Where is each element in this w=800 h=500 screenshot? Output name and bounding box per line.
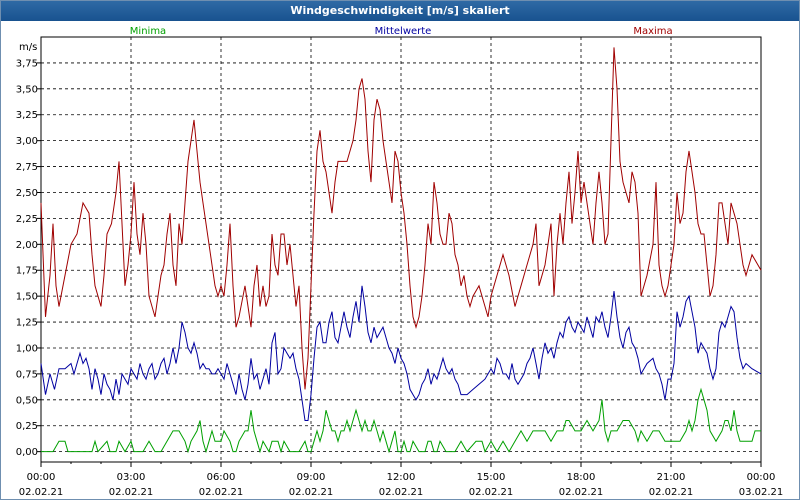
legend-entry-mittelwerte: Mittelwerte	[375, 26, 432, 37]
x-tick-date: 02.02.21	[469, 487, 514, 498]
x-tick-date: 02.02.21	[199, 487, 244, 498]
x-tick-date: 02.02.21	[19, 487, 64, 498]
x-tick-time: 00:00	[747, 472, 776, 483]
chart-title: Windgeschwindigkeit [m/s] skaliert	[1, 1, 799, 21]
y-tick-label: 2,00	[16, 240, 38, 251]
y-tick-label: 3,25	[16, 110, 38, 121]
y-tick-label: 1,75	[16, 266, 38, 277]
x-tick-date: 02.02.21	[649, 487, 694, 498]
x-tick-date: 03.02.21	[739, 487, 784, 498]
y-tick-label: 3,00	[16, 136, 38, 147]
x-tick-time: 03:00	[117, 472, 146, 483]
y-tick-label: 1,50	[16, 292, 38, 303]
x-tick-date: 02.02.21	[379, 487, 424, 498]
y-tick-label: 2,50	[16, 188, 38, 199]
legend-entry-maxima: Maxima	[633, 26, 672, 37]
x-tick-time: 00:00	[27, 472, 56, 483]
y-tick-label: 1,25	[16, 318, 38, 329]
y-tick-label: 3,75	[16, 58, 38, 69]
x-tick-date: 02.02.21	[559, 487, 604, 498]
y-tick-label: 0,75	[16, 369, 38, 380]
series-line-minima	[41, 387, 761, 454]
y-tick-label: 0,00	[16, 447, 38, 458]
y-tick-label: 3,50	[16, 84, 38, 95]
series-line-mittelwerte	[40, 285, 762, 421]
y-tick-label: 2,25	[16, 214, 38, 225]
grid-lines	[41, 37, 761, 462]
x-tick-time: 15:00	[477, 472, 506, 483]
y-tick-label: 1,00	[16, 343, 38, 354]
x-tick-time: 18:00	[567, 472, 596, 483]
legend: Minima Mittelwerte Maxima	[130, 26, 673, 37]
x-tick-time: 09:00	[297, 472, 326, 483]
x-tick-time: 21:00	[657, 472, 686, 483]
legend-entry-minima: Minima	[130, 26, 166, 37]
series-lines	[40, 47, 762, 454]
axes: 0,00 0,25 0,50 0,75 1,00 1,25 1,50 1,75 2,00 2,25…	[16, 58, 784, 498]
x-tick-time: 12:00	[387, 472, 416, 483]
y-tick-label: 0,50	[16, 395, 38, 406]
x-tick-time: 06:00	[207, 472, 236, 483]
y-tick-label: 2,75	[16, 162, 38, 173]
x-tick-date: 02.02.21	[109, 487, 154, 498]
series-line-maxima	[40, 47, 762, 390]
y-tick-label: 0,25	[16, 421, 38, 432]
x-tick-date: 02.02.21	[289, 487, 334, 498]
y-axis-label: m/s	[19, 42, 37, 53]
